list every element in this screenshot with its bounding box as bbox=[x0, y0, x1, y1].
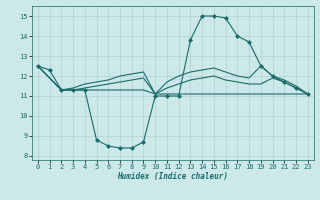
X-axis label: Humidex (Indice chaleur): Humidex (Indice chaleur) bbox=[117, 172, 228, 181]
